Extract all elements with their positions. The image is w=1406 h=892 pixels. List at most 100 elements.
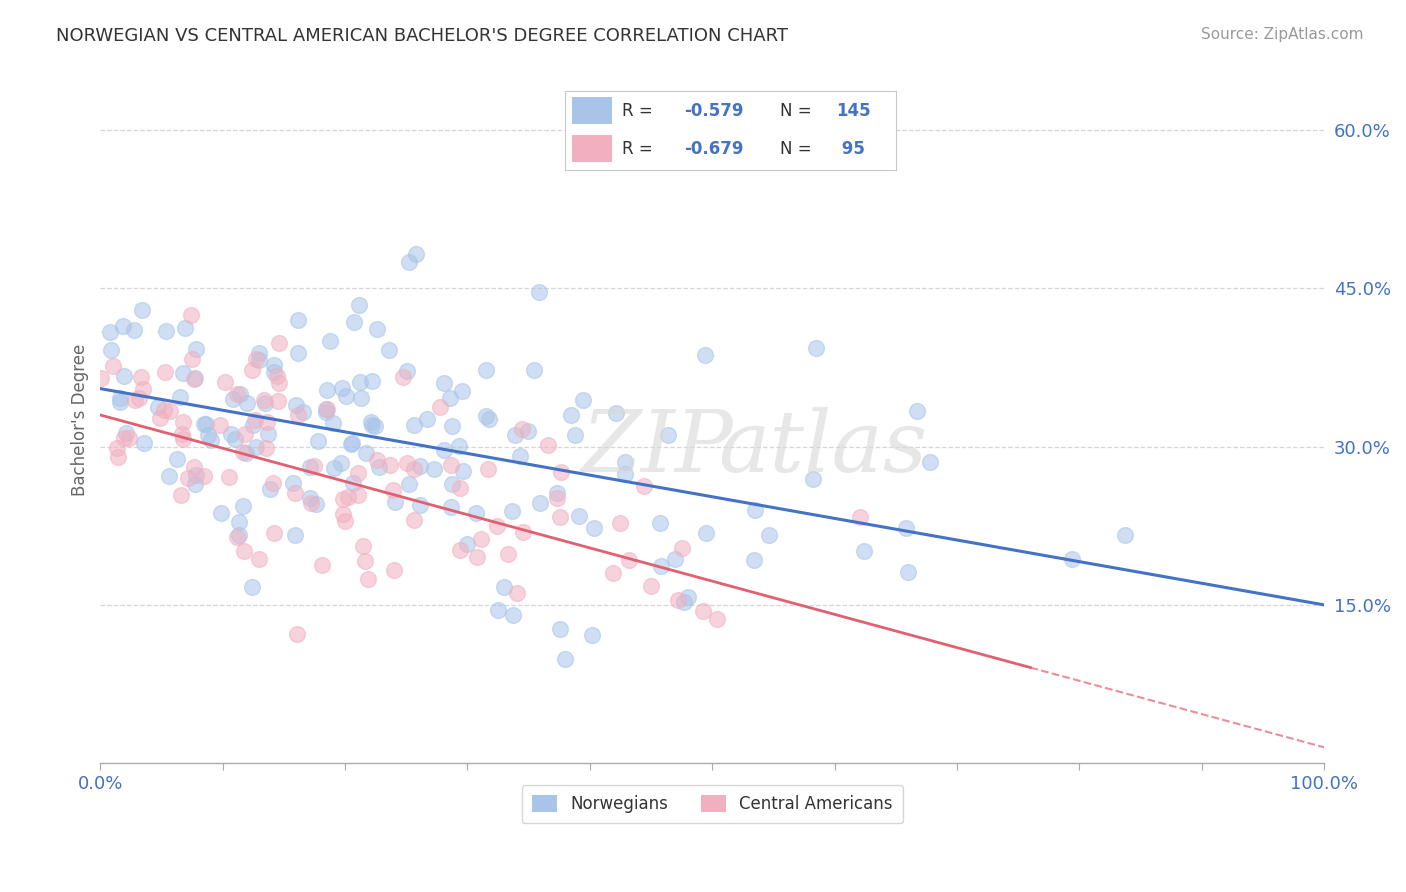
Point (284, 528, 307, 542)
Point (263, 526, 285, 541)
Point (107, 442, 129, 456)
Point (546, 486, 568, 500)
Point (228, 387, 250, 401)
Point (283, 476, 305, 491)
Point (614, 455, 637, 469)
Point (364, 418, 387, 433)
Point (918, 455, 941, 469)
Point (664, 552, 686, 566)
Point (172, 415, 194, 429)
Point (108, 395, 131, 409)
Point (172, 366, 194, 380)
Point (742, 553, 765, 567)
Point (170, 488, 193, 502)
Point (849, 510, 872, 524)
Point (509, 449, 531, 463)
Point (170, 426, 193, 441)
Point (153, 365, 176, 379)
Point (209, 417, 232, 432)
Point (111, 319, 134, 334)
Point (347, 488, 370, 502)
Point (183, 372, 205, 386)
Point (115, 426, 138, 441)
Point (247, 345, 270, 359)
Point (354, 446, 377, 460)
Point (398, 255, 420, 269)
Point (107, 450, 129, 465)
Point (315, 405, 337, 419)
Point (242, 417, 264, 432)
Point (571, 392, 593, 407)
Point (233, 544, 256, 558)
Point (193, 417, 215, 431)
Point (332, 507, 354, 521)
Point (695, 526, 717, 541)
Point (440, 419, 463, 434)
Point (568, 509, 591, 524)
Point (124, 392, 146, 407)
Point (378, 458, 401, 472)
Point (582, 521, 605, 535)
Point (609, 516, 631, 530)
Point (614, 467, 637, 481)
Point (650, 516, 672, 530)
Point (322, 416, 344, 430)
Point (267, 393, 290, 408)
Point (245, 440, 267, 454)
Point (377, 343, 399, 358)
Point (245, 352, 267, 367)
Point (226, 387, 249, 401)
Point (131, 382, 153, 396)
Point (180, 351, 202, 366)
Point (449, 543, 471, 558)
Point (184, 468, 207, 483)
Point (409, 498, 432, 512)
Point (510, 422, 533, 436)
Point (200, 433, 222, 447)
Point (101, 359, 124, 374)
Point (352, 539, 374, 553)
Point (269, 336, 291, 351)
Point (439, 391, 461, 405)
Point (240, 580, 263, 594)
Point (905, 404, 928, 418)
Point (405, 246, 427, 260)
Point (302, 458, 325, 473)
Point (197, 428, 219, 442)
Point (391, 369, 413, 384)
Point (330, 381, 353, 395)
Point (550, 623, 572, 637)
Point (180, 308, 202, 322)
Point (505, 428, 527, 442)
Point (423, 462, 446, 476)
Point (235, 396, 257, 410)
Point (184, 476, 207, 491)
Point (501, 504, 523, 518)
Point (512, 524, 534, 539)
Point (118, 431, 141, 445)
Point (316, 402, 339, 417)
Point (228, 515, 250, 529)
Point (285, 626, 308, 640)
Point (184, 342, 207, 356)
Point (124, 323, 146, 337)
Point (340, 436, 363, 450)
Point (319, 334, 342, 348)
Point (232, 499, 254, 513)
Point (291, 405, 314, 419)
Point (548, 509, 571, 524)
Point (100, 343, 122, 357)
Point (149, 411, 172, 425)
Point (416, 412, 439, 426)
Point (433, 376, 456, 391)
Point (129, 369, 152, 384)
Point (240, 363, 263, 377)
Point (214, 376, 236, 390)
Point (494, 580, 516, 594)
Point (254, 396, 277, 410)
Point (90, 371, 112, 385)
Point (692, 604, 714, 618)
Point (335, 514, 357, 528)
Point (233, 427, 256, 442)
Point (527, 285, 550, 299)
